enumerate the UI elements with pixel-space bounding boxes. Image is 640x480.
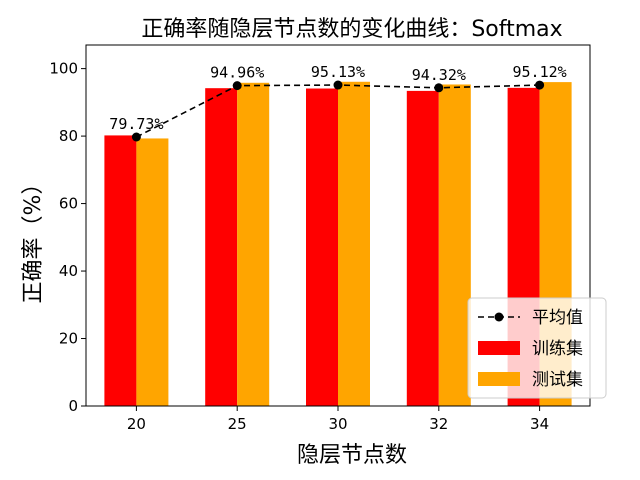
average-marker-25 [232,81,242,91]
y-tick-label-20: 20 [59,330,78,348]
bar-train-30 [306,88,338,406]
legend-label-0: 平均值 [532,308,583,328]
bar-test-32 [438,84,471,407]
plot-area: 79.73% 94.96% 95.13% 94.32% 95.12% [104,63,572,407]
average-marker-30 [333,80,343,90]
bar-test-25 [237,82,270,406]
x-tick-label-20: 20 [127,415,146,433]
data-label-30: 95.13% [311,63,365,81]
legend-swatch-test [478,372,520,386]
x-tick-label-32: 32 [429,415,448,433]
bar-train-20 [104,135,137,406]
y-tick-label-40: 40 [59,262,78,280]
data-label-25: 94.96% [210,64,264,82]
x-tick-label-30: 30 [328,415,347,433]
legend-label-2: 测试集 [532,370,583,390]
y-tick-label-100: 100 [49,60,78,78]
chart-title: 正确率随隐层节点数的变化曲线：Softmax [141,17,562,42]
y-tick-label-80: 80 [59,127,78,145]
average-marker-34 [535,80,545,90]
legend-swatch-train [478,341,520,355]
axes: 0 20 40 60 80 100 20 25 30 32 34 [49,44,591,433]
bar-train-25 [205,88,238,406]
data-label-34: 95.12% [513,63,567,81]
bar-test-20 [136,138,169,406]
data-label-20: 79.73% [109,115,163,133]
x-tick-label-34: 34 [530,415,549,433]
data-label-32: 94.32% [412,66,466,84]
y-tick-label-60: 60 [59,195,78,213]
x-tick-label-25: 25 [228,415,247,433]
x-axis-label: 隐层节点数 [297,443,407,468]
bar-test-30 [338,81,370,406]
bar-train-32 [406,90,439,407]
y-tick-label-0: 0 [68,397,78,415]
average-marker-20 [131,132,141,142]
average-marker-32 [434,83,444,93]
legend-marker-swatch [494,312,504,322]
y-axis-label: 正确率（%） [21,173,46,304]
legend-label-1: 训练集 [532,339,583,359]
